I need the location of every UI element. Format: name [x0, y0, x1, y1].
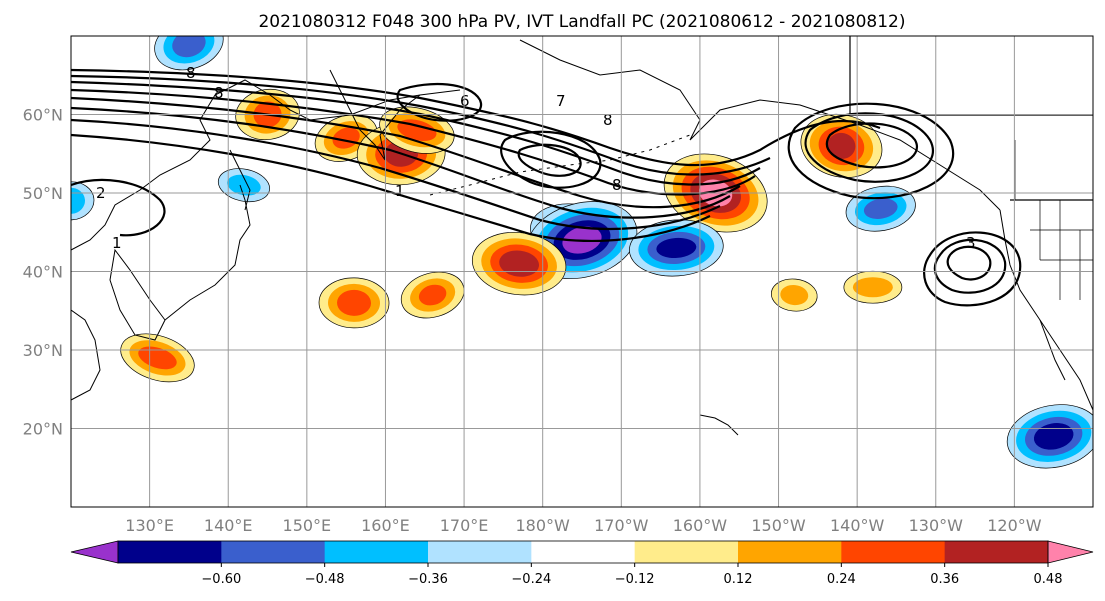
china-coastline: [71, 309, 101, 401]
korea-coastline: [109, 248, 166, 341]
colorbar-bin: [531, 541, 636, 563]
lon-tick-label: 130°W: [909, 516, 964, 535]
lon-tick-label: 140°E: [204, 516, 253, 535]
lon-tick-label: 160°E: [361, 516, 410, 535]
sakhalin-coastline: [229, 149, 251, 211]
pv-anomaly-shade: [332, 127, 360, 149]
lat-tick-label: 60°N: [23, 106, 63, 125]
pv-anomaly: [120, 333, 195, 383]
colorbar-tick-label: −0.48: [305, 572, 345, 587]
lon-tick-label: 140°W: [830, 516, 885, 535]
lon-tick-label: 120°W: [987, 516, 1042, 535]
colorbar-bin: [738, 541, 842, 563]
lon-tick-label: 180°W: [516, 516, 571, 535]
contour-label: 1: [112, 234, 122, 252]
colorbar-bin: [634, 541, 739, 563]
colorbar-extend-low: [70, 540, 119, 564]
north-america-coastline: [999, 209, 1093, 411]
pv-anomaly-shade: [71, 187, 85, 214]
pv-anomaly-shade: [172, 36, 206, 58]
aleutian-islands: [429, 134, 691, 196]
colorbar-tick-label: 0.36: [930, 572, 959, 587]
pv-anomaly-shade: [656, 237, 697, 259]
colorbar-bin: [324, 541, 429, 563]
colorbar-tick-label: 0.12: [724, 572, 753, 587]
contour-label: 1: [395, 182, 405, 200]
pv-anomaly: [154, 36, 224, 71]
contour-label: 8: [186, 64, 196, 82]
pv-anomaly-shade: [418, 284, 447, 306]
colorbar-outline: [117, 540, 1049, 564]
colorbar-tick-label: −0.60: [201, 572, 241, 587]
colorbar: [70, 540, 1094, 567]
lon-tick-label: 170°W: [594, 516, 649, 535]
pv-anomaly-shade: [863, 198, 898, 219]
figure-title: 2021080312 F048 300 hPa PV, IVT Landfall…: [258, 12, 905, 32]
colorbar-labels: −0.60 −0.48 −0.36 −0.24 −0.12 0.12 0.24 0.36 0.4…: [201, 572, 1063, 587]
contour-label: 3: [966, 234, 976, 252]
japan-coastline: [164, 184, 251, 321]
pv-anomaly: [770, 278, 818, 312]
lon-tick-label: 150°E: [283, 516, 332, 535]
map-frame: [70, 35, 1094, 508]
colorbar-bin: [841, 541, 946, 563]
lat-tick-label: 40°N: [23, 263, 63, 282]
colorbar-tick-label: −0.36: [408, 572, 448, 587]
colorbar-bin: [118, 541, 222, 563]
pv-anomaly-shade: [337, 289, 372, 316]
lat-tick-label: 50°N: [23, 184, 63, 203]
pv-anomaly-shade: [852, 277, 893, 298]
pv-anomaly: [843, 270, 903, 304]
pv-anomaly-shade: [827, 132, 856, 159]
colorbar-extend-high: [1047, 540, 1094, 564]
lat-tick-label: 30°N: [23, 341, 63, 360]
contour-label: 8: [603, 111, 613, 129]
colorbar-tick-label: 0.24: [827, 572, 856, 587]
contour-label: 6: [460, 92, 470, 110]
pv-anomaly-shade: [397, 119, 437, 142]
hawaii-islands: [699, 414, 739, 436]
baja-coastline: [1039, 319, 1066, 381]
colorbar-tick-label: −0.12: [615, 572, 655, 587]
latitude-labels: 20°N 30°N 40°N 50°N 60°N: [23, 106, 63, 439]
pv-anomaly: [71, 181, 95, 221]
longitude-labels: 130°E 140°E 150°E 160°E 170°E 180°W 170°W 160°W…: [125, 516, 1041, 535]
lon-tick-label: 170°E: [440, 516, 489, 535]
colorbar-bin: [428, 541, 532, 563]
lon-tick-label: 160°W: [673, 516, 728, 535]
lat-tick-label: 20°N: [23, 420, 63, 439]
pv-anomaly-shade: [780, 284, 809, 306]
colorbar-tick-label: 0.48: [1034, 572, 1063, 587]
colorbar-bin: [221, 541, 326, 563]
contour-label: 8: [612, 176, 622, 194]
contour-label: 7: [556, 92, 566, 110]
pv-anomaly-shade: [138, 346, 177, 370]
pv-anomaly: [400, 271, 465, 319]
pv-anomaly: [318, 277, 390, 329]
pv-anomaly-shade: [1033, 423, 1074, 450]
lon-tick-label: 130°E: [125, 516, 174, 535]
state-borders: [1014, 140, 1093, 300]
pv-anomaly-shade: [227, 174, 261, 196]
lon-tick-label: 150°W: [751, 516, 806, 535]
alaska-coastline: [519, 39, 1001, 211]
pv-anomaly: [1006, 404, 1093, 469]
colorbar-bin: [944, 541, 1049, 563]
colorbar-tick-label: −0.24: [511, 572, 551, 587]
pv-anomaly-shade: [499, 250, 540, 277]
contour-label: 8: [214, 84, 224, 102]
graticule: [71, 36, 1093, 507]
pv-anomaly-shade: [71, 181, 95, 221]
